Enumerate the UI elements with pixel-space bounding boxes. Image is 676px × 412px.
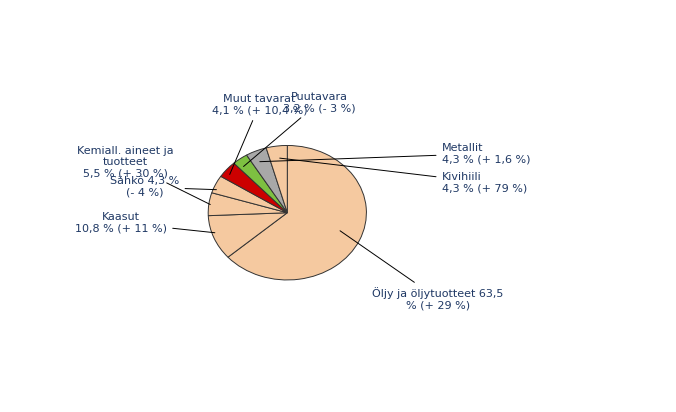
Text: Puutavara
3,2 % (- 3 %): Puutavara 3,2 % (- 3 %) — [243, 91, 356, 166]
Text: Kivihiili
4,3 % (+ 79 %): Kivihiili 4,3 % (+ 79 %) — [280, 158, 527, 193]
Wedge shape — [234, 155, 287, 213]
Wedge shape — [247, 148, 287, 213]
Wedge shape — [266, 145, 287, 213]
Text: Öljy ja öljytuotteet 63,5
% (+ 29 %): Öljy ja öljytuotteet 63,5 % (+ 29 %) — [340, 231, 504, 310]
Text: Sähkö 4,3 %
(- 4 %): Sähkö 4,3 % (- 4 %) — [110, 176, 216, 198]
Text: Kaasut
10,8 % (+ 11 %): Kaasut 10,8 % (+ 11 %) — [75, 212, 215, 234]
Wedge shape — [208, 213, 287, 257]
Text: Kemiall. aineet ja
tuotteet
5,5 % (+ 30 %): Kemiall. aineet ja tuotteet 5,5 % (+ 30 … — [77, 146, 210, 204]
Text: Muut tavarat
4,1 % (+ 10,4 %): Muut tavarat 4,1 % (+ 10,4 %) — [212, 94, 308, 174]
Text: Metallit
4,3 % (+ 1,6 %): Metallit 4,3 % (+ 1,6 %) — [260, 143, 530, 164]
Wedge shape — [228, 145, 366, 280]
Wedge shape — [212, 176, 287, 213]
Wedge shape — [208, 193, 287, 215]
Wedge shape — [221, 163, 287, 213]
